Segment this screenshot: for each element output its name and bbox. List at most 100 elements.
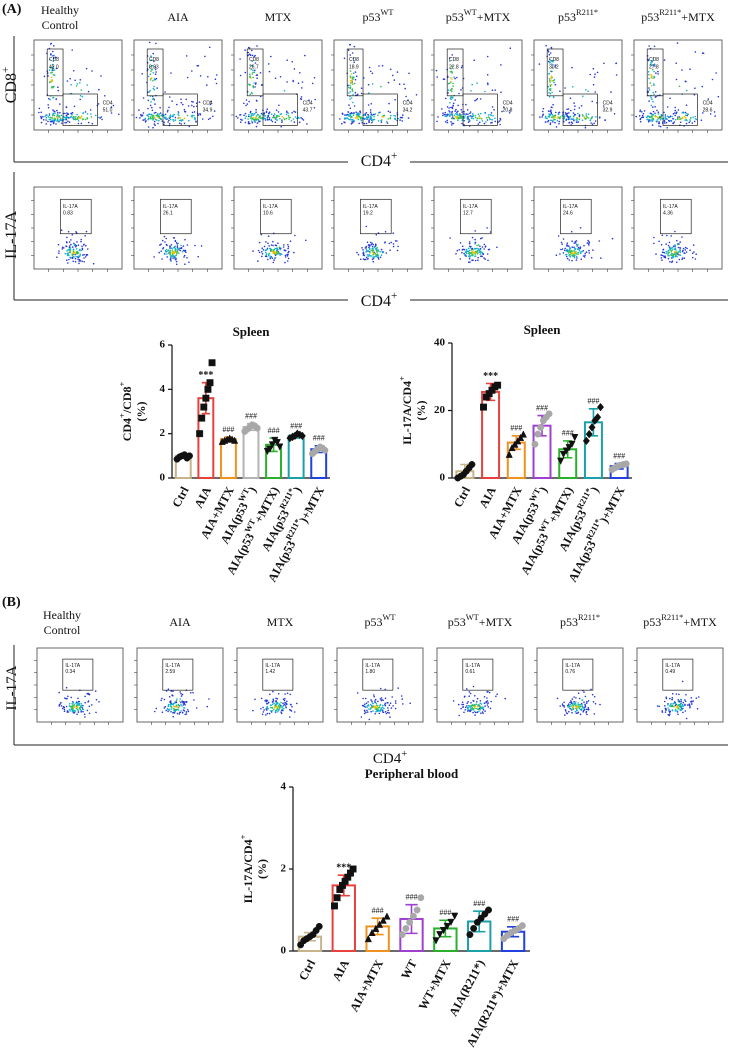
- cell-dot: [75, 702, 77, 705]
- cell-dot: [287, 257, 290, 260]
- cell-dot: [442, 114, 444, 117]
- cell-dot: [575, 701, 577, 703]
- cell-dot: [342, 113, 344, 115]
- cell-dot: [359, 111, 362, 114]
- cell-dot: [686, 704, 689, 706]
- cell-dot: [253, 113, 255, 115]
- cell-dot: [642, 116, 645, 118]
- gate-label: CD4: [503, 100, 513, 106]
- cell-dot: [457, 104, 460, 107]
- cell-dot: [59, 103, 61, 105]
- cell-dot: [586, 708, 588, 711]
- cell-dot: [639, 109, 642, 111]
- cell-dot: [275, 697, 277, 700]
- cell-dot: [286, 255, 289, 257]
- column-header: MTX: [265, 10, 292, 24]
- cell-dot: [585, 89, 587, 91]
- data-point: [268, 441, 276, 449]
- cell-dot: [264, 251, 267, 254]
- flow-plot-frame: [33, 186, 123, 270]
- column-header-part: p53: [643, 615, 661, 629]
- cell-dot: [82, 112, 84, 115]
- cell-dot: [250, 91, 253, 94]
- cell-dot: [74, 79, 76, 82]
- cell-dot: [384, 697, 387, 700]
- cell-dot: [454, 99, 457, 101]
- gate-label: IL-17A: [465, 663, 480, 669]
- cell-dot: [569, 247, 572, 250]
- cell-dot: [384, 711, 387, 713]
- cell-dot: [581, 250, 584, 253]
- cell-dot: [75, 251, 78, 253]
- column-header-part: p53: [641, 10, 659, 24]
- cell-dot: [75, 707, 78, 710]
- cell-dot: [476, 697, 479, 700]
- cell-dot: [372, 710, 374, 712]
- cell-dot: [580, 258, 583, 261]
- cell-dot: [268, 245, 270, 247]
- cell-dot: [373, 694, 375, 696]
- cell-dot: [575, 712, 578, 714]
- cell-dot: [568, 121, 571, 124]
- cell-dot: [167, 710, 169, 713]
- column-header-part: p53: [446, 10, 464, 24]
- cell-dot: [84, 716, 86, 718]
- cell-dot: [87, 90, 90, 93]
- gate-label: CD4: [603, 100, 613, 106]
- cell-dot: [347, 49, 350, 51]
- cell-dot: [659, 118, 662, 121]
- cell-dot: [490, 700, 493, 703]
- cell-dot: [266, 108, 269, 110]
- cell-dot: [296, 702, 298, 705]
- cell-dot: [499, 119, 502, 121]
- cell-dot: [380, 699, 383, 702]
- cell-dot: [554, 64, 557, 66]
- cell-dot: [51, 85, 53, 88]
- cell-dot: [452, 102, 455, 105]
- cell-dot: [451, 110, 454, 113]
- cell-dot: [278, 251, 280, 254]
- cell-dot: [369, 111, 372, 113]
- cell-dot: [386, 702, 389, 704]
- cell-dot: [367, 704, 370, 707]
- cell-dot: [387, 110, 390, 113]
- cell-dot: [653, 236, 655, 239]
- cell-dot: [461, 251, 463, 254]
- cell-dot: [444, 121, 447, 123]
- cell-dot: [680, 700, 682, 703]
- cell-dot: [684, 246, 687, 249]
- cell-dot: [261, 113, 264, 116]
- cell-dot: [253, 55, 256, 58]
- cell-dot: [578, 705, 580, 708]
- cell-dot: [176, 708, 179, 711]
- cell-dot: [298, 121, 301, 124]
- cell-dot: [149, 104, 152, 107]
- cell-dot: [95, 698, 98, 701]
- cell-dot: [169, 247, 171, 250]
- cell-dot: [460, 89, 462, 91]
- cell-dot: [384, 704, 387, 707]
- cell-dot: [571, 66, 573, 69]
- cell-dot: [677, 118, 679, 121]
- cell-dot: [364, 114, 367, 116]
- cell-dot: [593, 122, 595, 125]
- cell-dot: [466, 109, 469, 111]
- cell-dot: [588, 241, 591, 244]
- cell-dot: [566, 242, 569, 244]
- cell-dot: [650, 61, 653, 63]
- cell-dot: [68, 245, 71, 247]
- cell-dot: [272, 240, 274, 243]
- cell-dot: [194, 244, 196, 247]
- cell-dot: [450, 106, 452, 109]
- cell-dot: [278, 104, 280, 107]
- cell-dot: [469, 706, 472, 708]
- cell-dot: [245, 104, 247, 107]
- cell-dot: [366, 241, 369, 244]
- cell-dot: [244, 49, 246, 51]
- gate: [662, 93, 698, 126]
- cell-dot: [551, 63, 553, 65]
- cell-dot: [163, 698, 166, 701]
- column-header-part: Control: [42, 18, 79, 32]
- cell-dot: [279, 76, 282, 78]
- cell-dot: [79, 255, 81, 257]
